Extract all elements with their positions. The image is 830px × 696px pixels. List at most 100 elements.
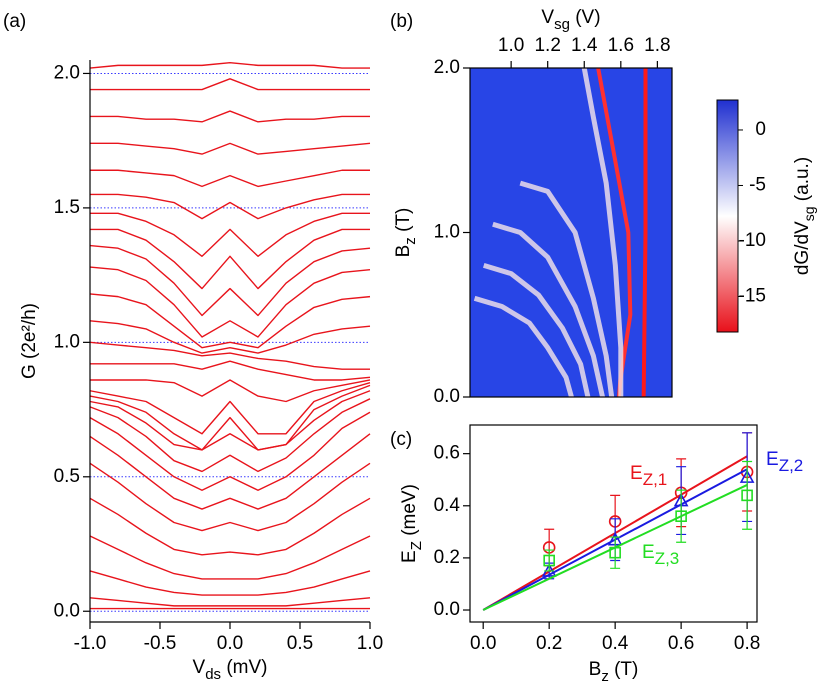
x-tick-label: 0.8 (734, 633, 760, 654)
error-bar (610, 536, 621, 569)
curve (89, 341, 370, 370)
x-tick-label: 1.2 (534, 35, 560, 56)
y-axis-label: Bz (T) (393, 208, 419, 258)
series-label: EZ,1 (630, 463, 667, 489)
panel-label: (c) (390, 429, 412, 450)
error-bar (742, 460, 753, 530)
series-label-part: E (766, 449, 779, 470)
y-axis-label: EZ (meV) (399, 484, 425, 563)
y-tick-label: 0.4 (434, 495, 461, 516)
x-axis-label-part: B (589, 659, 602, 680)
y-tick-label: 0.5 (54, 466, 80, 487)
x-axis-label-part: sg (554, 16, 570, 33)
y-axis-label-part: (T) (393, 208, 414, 238)
colorbar-label-part: dG/dV (792, 221, 813, 275)
ridge (641, 68, 648, 397)
y-axis-label-part: B (393, 245, 414, 258)
y-tick-label: 0.0 (434, 599, 460, 620)
x-tick-label: 0.6 (668, 633, 694, 654)
colorbar-tick-label: -10 (739, 230, 766, 251)
x-tick-label: 1.6 (608, 35, 634, 56)
x-tick-label: 1.4 (571, 35, 598, 56)
x-axis-label-part: ds (205, 666, 221, 683)
curve (89, 433, 371, 510)
x-tick-label: 0.0 (470, 633, 496, 654)
ridge (581, 68, 624, 397)
colorbar (716, 99, 739, 333)
heatmap-ridges (473, 68, 648, 397)
curve (90, 360, 371, 381)
curve (90, 193, 370, 220)
colorbar-label: dG/dVsg (a.u.) (792, 157, 817, 275)
series-label: EZ,3 (642, 542, 679, 568)
ridge (482, 263, 591, 397)
colorbar-tick-label: -15 (739, 285, 766, 306)
curve (89, 293, 371, 349)
curve (89, 462, 371, 532)
curve (89, 390, 371, 451)
colorbar-label-part: sg (801, 206, 817, 221)
y-tick-label: 1.0 (54, 331, 80, 352)
y-axis-label-part: (meV) (399, 484, 420, 541)
x-tick-label: 0.5 (287, 633, 313, 654)
curve (89, 497, 371, 556)
curve (89, 411, 371, 491)
series-label-part: Z,3 (655, 549, 680, 568)
curve (89, 61, 370, 69)
y-axis-label-part: Z (408, 541, 425, 550)
x-tick-label: -0.5 (144, 633, 177, 654)
series-label: EZ,2 (766, 449, 803, 475)
error-bar (676, 489, 687, 543)
x-tick-label: 0.0 (217, 633, 243, 654)
x-axis-label-part: V (541, 7, 554, 28)
curve (89, 320, 371, 354)
x-axis-label-part: z (601, 668, 609, 685)
y-tick-label: 0.0 (434, 386, 460, 407)
curve (89, 384, 371, 451)
curve (89, 382, 371, 435)
curve (90, 228, 370, 290)
y-axis-label-part: G (2e²/h) (19, 303, 40, 379)
ridge (492, 221, 605, 397)
curve (90, 142, 371, 155)
x-axis-label-part: (T) (609, 659, 639, 680)
curve (89, 244, 371, 317)
x-tick-label: -1.0 (74, 633, 107, 654)
curve (90, 78, 370, 91)
ridge (473, 295, 574, 397)
curve (90, 212, 370, 257)
y-axis-label-part: z (402, 237, 419, 245)
series-label-part: E (642, 542, 655, 563)
series-label-part: E (630, 463, 643, 484)
y-tick-label: 0.2 (434, 547, 460, 568)
x-axis-label: Vsg (V) (541, 7, 600, 33)
curve (89, 570, 371, 596)
x-axis-label-part: V (193, 657, 206, 678)
error-bar (544, 549, 555, 572)
y-tick-label: 0.0 (54, 600, 80, 621)
curve (89, 597, 371, 607)
colorbar-tick-label: -5 (749, 174, 766, 195)
x-tick-label: 1.0 (357, 633, 383, 654)
curve (90, 379, 371, 403)
y-axis-label: G (2e²/h) (19, 303, 40, 379)
series-label-part: Z,2 (779, 456, 804, 475)
curve (89, 266, 371, 338)
y-tick-label: 0.6 (434, 443, 460, 464)
x-tick-label: 1.8 (644, 35, 670, 56)
ridge (519, 180, 615, 397)
marker (741, 489, 753, 502)
panel-label: (a) (3, 11, 26, 32)
y-axis-label-part: E (399, 550, 420, 563)
x-axis-label: Bz (T) (589, 659, 639, 685)
curve (90, 110, 370, 123)
x-axis-label-part: (mV) (221, 657, 267, 678)
curve (90, 169, 370, 188)
x-tick-label: 1.0 (498, 35, 524, 56)
colorbar-tick-label: 0 (755, 119, 766, 140)
marker (675, 510, 687, 523)
x-tick-label: 0.2 (536, 633, 562, 654)
x-axis-label-part: (V) (570, 7, 601, 28)
x-tick-label: 0.4 (602, 633, 629, 654)
